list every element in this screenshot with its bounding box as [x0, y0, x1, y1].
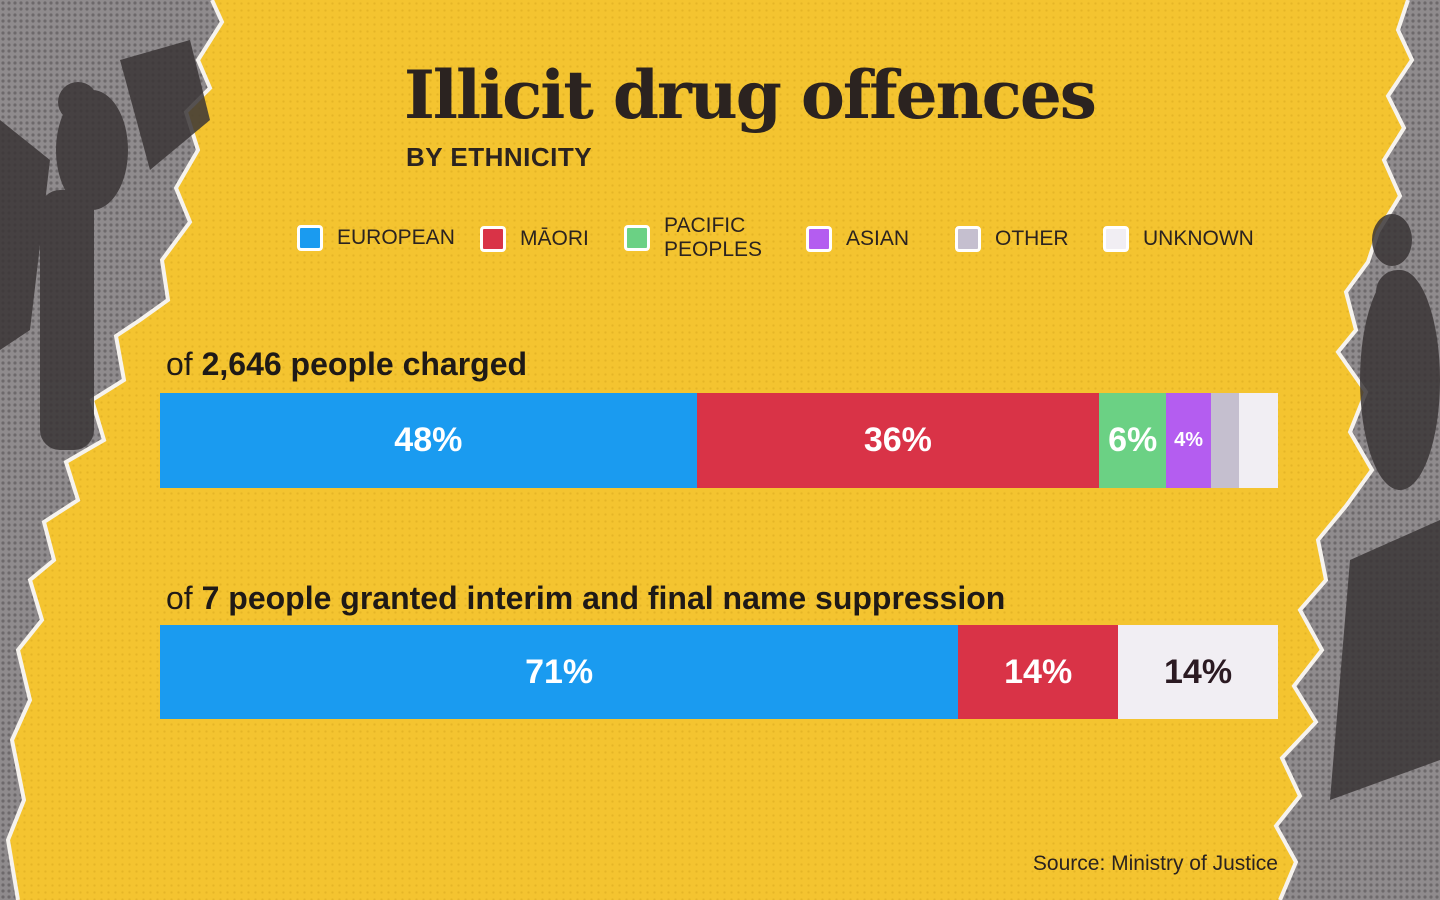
bar-title-prefix: of: [166, 580, 193, 616]
bar-value-label: 48%: [394, 421, 463, 459]
legend-item-pacific-peoples: PACIFIC PEOPLES: [624, 214, 762, 262]
legend-swatch: [297, 225, 323, 251]
legend-item-asian: ASIAN: [806, 226, 909, 252]
bar-title-bold: 7 people granted interim and final name …: [201, 580, 1006, 616]
legend-label: EUROPEAN: [337, 225, 455, 249]
legend-swatch: [624, 225, 650, 252]
legend-swatch: [955, 226, 981, 252]
bar-value-label: 14%: [1004, 652, 1073, 691]
legend-swatch: [1103, 226, 1129, 252]
bar-value-label: 14%: [1164, 652, 1233, 691]
bar-segment-m-ori: 14%: [958, 625, 1119, 719]
bar-segment-asian: 4%: [1166, 393, 1211, 488]
chart-title: Illicit drug offences: [404, 56, 1097, 134]
legend-item-other: OTHER: [955, 226, 1069, 252]
stacked-bar-suppression: 71% 14% 14%: [160, 625, 1278, 719]
legend-item-unknown: UNKNOWN: [1103, 226, 1254, 252]
bar-value-label: 6%: [1108, 421, 1158, 459]
legend-label: MĀORI: [520, 226, 589, 250]
bar-segment-european: 71%: [160, 625, 959, 719]
bar-title-suppression: of 7 people granted interim and final na…: [166, 580, 1005, 617]
legend-label: ASIAN: [846, 226, 910, 250]
bar-segment-unknown: [1238, 393, 1278, 488]
bar-title-prefix: of: [166, 346, 193, 382]
legend-item-maori: MĀORI: [480, 226, 589, 252]
bar-title-bold: 2,646 people charged: [201, 346, 528, 382]
legend-item-european: EUROPEAN: [297, 225, 455, 251]
bar-value-label: 4%: [1174, 429, 1203, 451]
legend-label: UNKNOWN: [1143, 226, 1254, 250]
chart-subtitle: BY ETHNICITY: [406, 142, 593, 172]
bar-title-charged: of 2,646 people charged: [166, 346, 527, 383]
bar-segment-m-ori: 36%: [696, 393, 1100, 488]
legend-swatch: [806, 226, 832, 252]
bar-value-label: 71%: [525, 652, 594, 691]
bar-value-label: 36%: [863, 421, 932, 459]
legend-label: OTHER: [995, 226, 1069, 250]
bar-segment-european: 48%: [160, 393, 697, 488]
bar-segment-other: [1210, 393, 1239, 488]
legend-swatch: [480, 226, 506, 252]
source-note: Source: Ministry of Justice: [1032, 852, 1278, 875]
bar-segment-pacific-peoples: 6%: [1099, 393, 1167, 488]
bar-segment-unknown: 14%: [1118, 625, 1278, 719]
stacked-bar-charged: 48% 36% 6% 4%: [160, 393, 1278, 488]
legend-label: PACIFIC PEOPLES: [664, 214, 763, 262]
